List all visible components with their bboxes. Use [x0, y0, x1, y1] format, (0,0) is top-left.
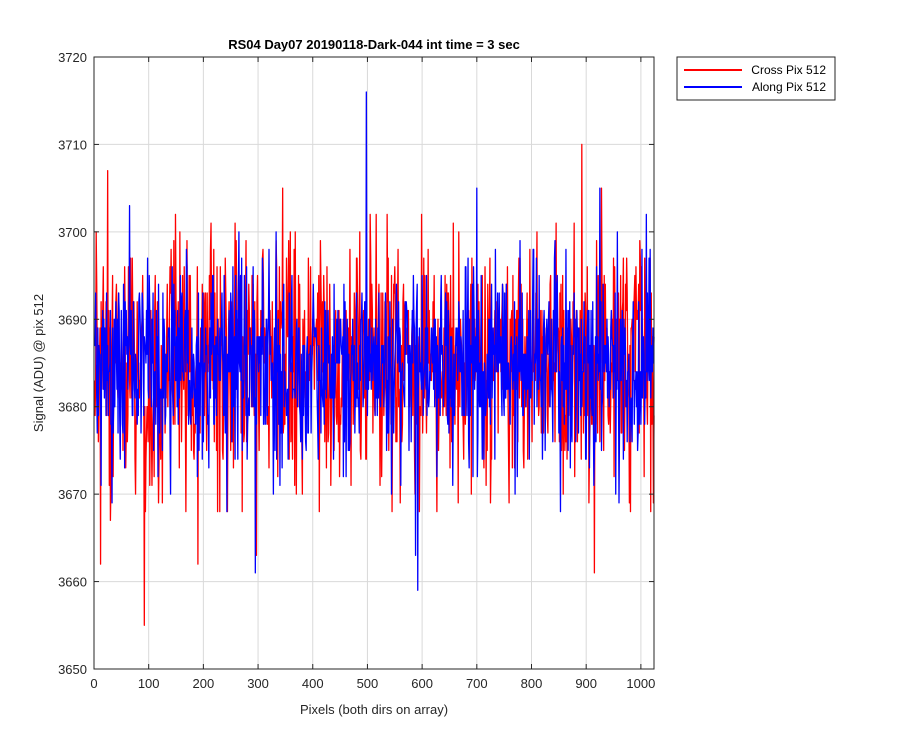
x-tick-label: 600: [411, 676, 433, 691]
x-tick-label: 300: [247, 676, 269, 691]
y-tick-label: 3670: [58, 487, 87, 502]
x-tick-label: 500: [357, 676, 379, 691]
x-tick-label: 800: [521, 676, 543, 691]
x-tick-label: 900: [575, 676, 597, 691]
x-tick-label: 100: [138, 676, 160, 691]
plot-area-border: [93, 56, 655, 670]
legend-label-along-pix: Along Pix 512: [752, 80, 826, 94]
chart-title: RS04 Day07 20190118-Dark-044 int time = …: [228, 37, 520, 52]
series-group: [93, 91, 655, 626]
y-tick-label: 3660: [58, 575, 87, 590]
y-axis-label: Signal (ADU) @ pix 512: [31, 294, 46, 432]
legend-label-cross-pix: Cross Pix 512: [751, 63, 826, 77]
x-tick-label: 1000: [626, 676, 655, 691]
y-tick-label: 3690: [58, 312, 87, 327]
y-tick-label: 3680: [58, 400, 87, 415]
series-line-along-pix: [94, 91, 655, 591]
y-tick-label: 3710: [58, 137, 87, 152]
x-axis-label: Pixels (both dirs on array): [300, 702, 448, 717]
legend: Cross Pix 512 Along Pix 512: [676, 56, 836, 101]
ticks: 0 100 200 300 400 500 600 700 800 900 1000 3650 3660…: [58, 50, 655, 691]
x-tick-label: 400: [302, 676, 324, 691]
x-tick-label: 200: [193, 676, 215, 691]
x-tick-label: 0: [90, 676, 97, 691]
legend-box: [676, 56, 836, 101]
x-tick-label: 700: [466, 676, 488, 691]
y-tick-label: 3650: [58, 662, 87, 677]
y-tick-label: 3700: [58, 225, 87, 240]
y-tick-label: 3720: [58, 50, 87, 65]
